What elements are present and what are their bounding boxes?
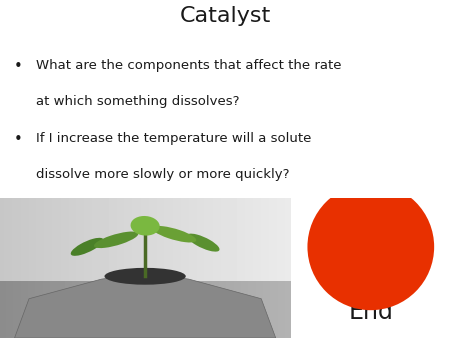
Ellipse shape: [104, 268, 186, 285]
Ellipse shape: [94, 232, 138, 248]
Text: at which something dissolves?: at which something dissolves?: [36, 95, 239, 108]
Text: •: •: [14, 59, 22, 74]
Ellipse shape: [187, 234, 220, 251]
Text: •: •: [14, 132, 22, 147]
Polygon shape: [14, 273, 276, 338]
Ellipse shape: [152, 226, 196, 242]
Text: Catalyst: Catalyst: [180, 6, 270, 26]
Text: End: End: [348, 300, 393, 324]
Ellipse shape: [71, 238, 104, 256]
Text: dissolve more slowly or more quickly?: dissolve more slowly or more quickly?: [36, 168, 289, 181]
Text: What are the components that affect the rate: What are the components that affect the …: [36, 59, 342, 72]
Ellipse shape: [307, 184, 434, 310]
Ellipse shape: [130, 216, 160, 236]
Text: If I increase the temperature will a solute: If I increase the temperature will a sol…: [36, 132, 311, 145]
